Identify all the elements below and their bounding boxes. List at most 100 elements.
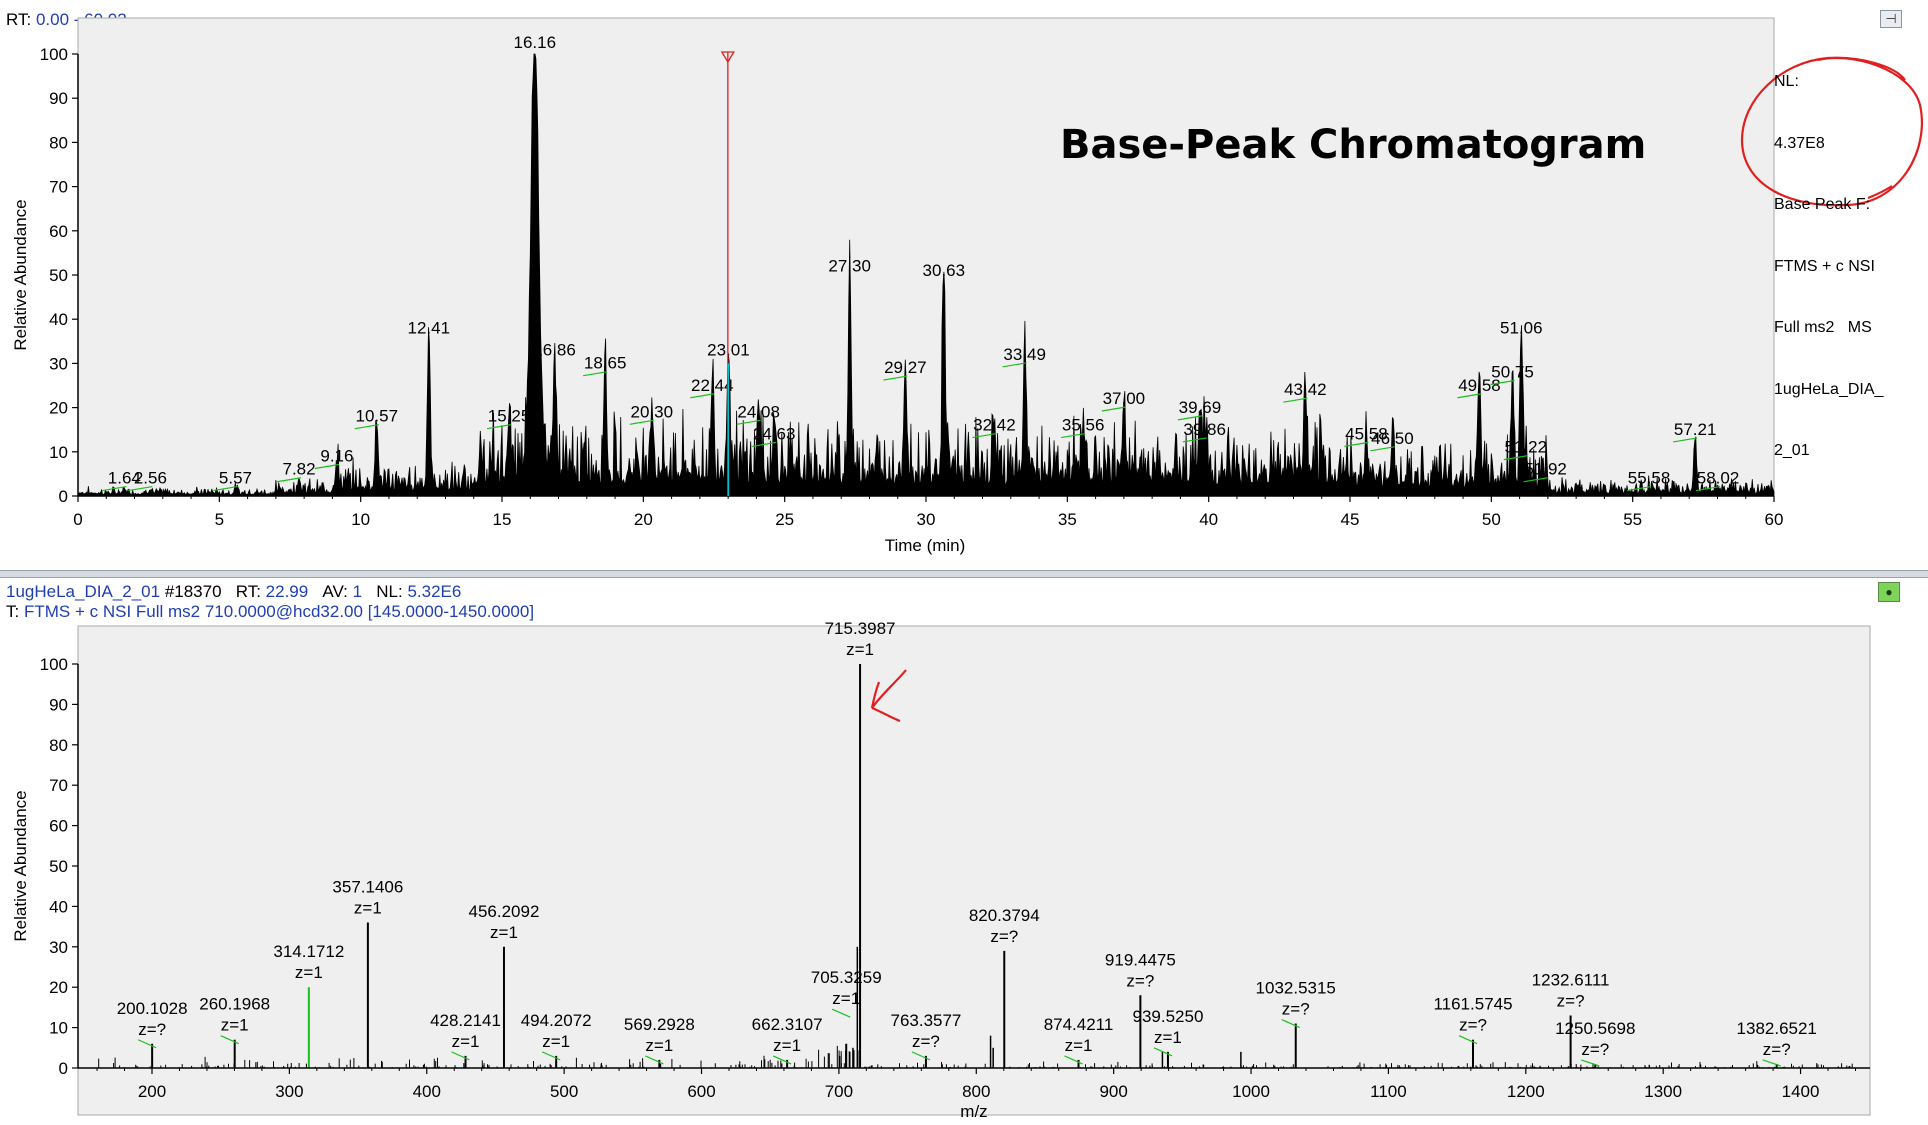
spec-peak-leader [1458, 1035, 1478, 1045]
chrom-peak-label: 45.58 [1345, 424, 1388, 443]
spec-peak-label: 1250.5698 [1555, 1019, 1635, 1038]
nl-line: NL: [1774, 73, 1799, 90]
chrom-peak-label: 24.08 [737, 402, 780, 421]
spec-peak-charge: z=? [1126, 971, 1154, 990]
spec-peak-label: 1382.6521 [1737, 1019, 1817, 1038]
spec-y-tick-label: 50 [49, 857, 68, 876]
spec-peak-charge: z=1 [846, 640, 874, 659]
spec-peak-leader [645, 1055, 664, 1065]
chrom-peak-label: 7.82 [282, 460, 315, 479]
spec-y-tick-label: 60 [49, 817, 68, 836]
chrom-peak-leader [276, 477, 302, 483]
spec-peak-charge: z=1 [295, 963, 323, 982]
scan-nl-value: 5.32E6 [407, 582, 462, 601]
spec-peak-charge: z=? [1581, 1040, 1609, 1059]
spec-peak-charge: z=? [1763, 1040, 1791, 1059]
chrom-peak-label: 9.16 [320, 446, 353, 465]
chrom-x-tick-label: 50 [1482, 510, 1501, 529]
spec-peak-charge: z=1 [832, 989, 860, 1008]
spectrum-chart[interactable]: 200.1028 z=? 260.1968 z=1 314.1712 z=1 357.140… [0, 578, 1928, 1125]
spec-y-tick-label: 20 [49, 978, 68, 997]
spec-peak-label: 200.1028 [117, 999, 188, 1018]
chrom-y-tick-label: 80 [49, 133, 68, 152]
spec-peak-charge: z=? [1459, 1016, 1487, 1035]
chromatogram-x-axis-label: Time (min) [885, 536, 966, 555]
chrom-y-tick-label: 70 [49, 178, 68, 197]
chrom-peak-label: 29.27 [884, 358, 927, 377]
chrom-peak-label: 58.02 [1697, 469, 1740, 488]
spec-peak-label: 763.3577 [890, 1011, 961, 1030]
panel-splitter[interactable] [0, 570, 1928, 578]
spec-peak-label: 1161.5745 [1433, 995, 1512, 1014]
chrom-y-tick-label: 20 [49, 399, 68, 418]
chrom-peak-label: 46.50 [1371, 429, 1414, 448]
nl-line: 1ugHeLa_DIA_ [1774, 380, 1884, 398]
nl-line: 4.37E8 [1774, 134, 1825, 152]
spec-peak-charge: z=1 [221, 1016, 249, 1035]
spec-peak-charge: z=1 [645, 1036, 673, 1055]
chrom-peak-label: 15.25 [488, 407, 531, 426]
spec-x-tick-label: 800 [962, 1082, 990, 1101]
chrom-peak-label: 16.86 [533, 340, 576, 359]
scan-rt-value: 22.99 [265, 582, 309, 601]
chrom-peak-label: 24.63 [753, 424, 796, 443]
spectrum-y-axis-label: Relative Abundance [11, 790, 30, 941]
scan-filter-label: T: [6, 602, 20, 621]
spec-peak-charge: z=1 [1154, 1028, 1182, 1047]
spec-peak-label: 939.5250 [1133, 1007, 1204, 1026]
chrom-peak-leader [629, 419, 654, 425]
spec-peak-leader [911, 1051, 931, 1061]
nl-line: 2_01 [1774, 442, 1810, 459]
spec-peak-label: 1032.5315 [1256, 979, 1336, 998]
chrom-peak-label: 1.64 [108, 469, 141, 488]
chromatogram-chart[interactable]: 1.642.56 5.57 7.82 9.16 10.57 12.41 15.25 16.16… [0, 0, 1928, 570]
chrom-x-tick-label: 10 [351, 510, 370, 529]
chrom-y-tick-label: 0 [59, 487, 68, 506]
spec-x-tick-label: 500 [550, 1082, 578, 1101]
chrom-y-tick-label: 100 [40, 45, 68, 64]
chrom-peak-leader [1673, 437, 1698, 443]
spec-peak-label: 494.2072 [521, 1011, 592, 1030]
chrom-peak-label: 57.21 [1674, 420, 1717, 439]
scan-filter-header: T: FTMS + c NSI Full ms2 710.0000@hcd32.… [6, 602, 534, 622]
refresh-icon[interactable]: ● [1878, 582, 1900, 602]
spec-y-tick-label: 70 [49, 776, 68, 795]
spec-peak-charge: z=1 [773, 1036, 801, 1055]
spec-peak-label: 314.1712 [273, 942, 344, 961]
scan-av-value: 1 [352, 582, 363, 601]
chrom-peak-leader [883, 375, 908, 381]
pin-icon[interactable]: ⊣ [1880, 10, 1902, 28]
chrom-peak-label: 51.22 [1505, 438, 1548, 457]
chrom-peak-label: 35.56 [1062, 416, 1105, 435]
scan-number: #18370 [164, 582, 222, 601]
chrom-peak-label: 30.63 [923, 261, 966, 280]
spec-peak-charge: z=1 [354, 899, 382, 918]
chrom-peak-label: 49.58 [1458, 376, 1501, 395]
spec-peak-label: 820.3794 [969, 906, 1040, 925]
chrom-peak-label: 5.57 [219, 469, 252, 488]
spec-peak-label: 428.2141 [430, 1011, 501, 1030]
spec-x-tick-label: 200 [138, 1082, 166, 1101]
chrom-peak-label: 39.69 [1179, 398, 1222, 417]
spec-peak-leader [1281, 1019, 1300, 1029]
scan-header: 1ugHeLa_DIA_2_01 #18370 RT: 22.99 AV: 1 … [6, 582, 461, 602]
chrom-x-tick-label: 15 [493, 510, 512, 529]
spec-x-tick-label: 300 [275, 1082, 303, 1101]
chrom-x-tick-label: 55 [1623, 510, 1642, 529]
rt-cursor-marker [720, 51, 735, 64]
chrom-x-tick-label: 30 [917, 510, 936, 529]
spec-peak-label: 569.2928 [624, 1015, 695, 1034]
nl-line: FTMS + c NSI [1774, 257, 1875, 275]
chrom-peak-leader [354, 424, 379, 430]
chrom-peak-leader [1177, 415, 1203, 421]
spec-peak-leader [772, 1055, 792, 1065]
spec-peak-charge: z=1 [542, 1032, 570, 1051]
spec-x-tick-label: 1400 [1782, 1082, 1820, 1101]
spec-x-tick-label: 600 [687, 1082, 715, 1101]
chrom-y-tick-label: 30 [49, 354, 68, 373]
chrom-peak-label: 39.86 [1183, 420, 1226, 439]
chrom-peak-leader [583, 371, 608, 377]
chrom-peak-label: 22.44 [691, 376, 734, 395]
spec-x-tick-label: 400 [413, 1082, 441, 1101]
chrom-peak-label: 18.65 [584, 354, 627, 373]
